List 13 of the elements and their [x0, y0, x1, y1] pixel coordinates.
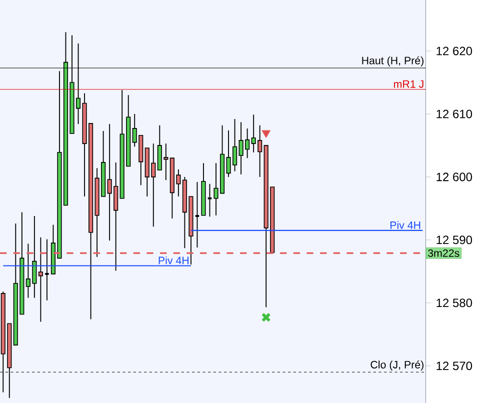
y-tick-label: 12 590 — [436, 236, 472, 244]
series-label: Piv 4H — [158, 256, 188, 264]
y-tick-label: 12 620 — [436, 46, 472, 56]
ref-line-label: mR1 J — [394, 80, 424, 88]
y-tick-label: 12 600 — [436, 172, 472, 182]
series-label: Piv 4H — [390, 221, 420, 229]
y-tick-label: 12 570 — [436, 362, 472, 370]
y-tick-label: 12 580 — [436, 298, 472, 308]
candlestick — [44, 238, 50, 301]
ref-line-label: 3m22s — [428, 249, 460, 257]
ref-line-label: Haut (H, Pré) — [362, 56, 424, 66]
ref-line-label: Clo (J, Pré) — [370, 360, 424, 371]
y-tick-label: 12 610 — [436, 110, 472, 118]
